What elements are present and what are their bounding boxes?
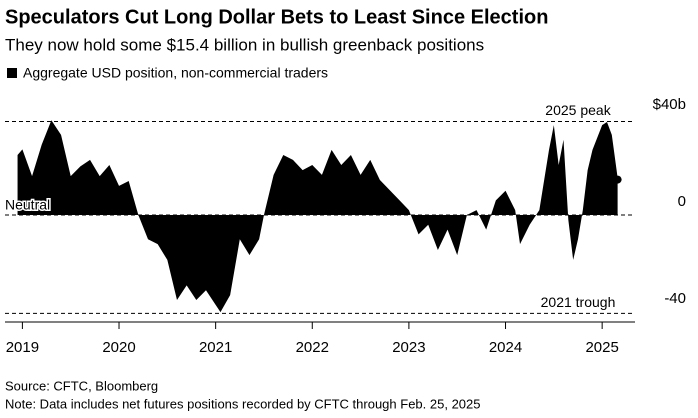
annotation-label: 2021 trough [541, 294, 616, 310]
y-tick-label: -40 [664, 290, 686, 307]
x-tick-label: 2021 [199, 339, 232, 356]
chart-subtitle: They now hold some $15.4 billion in bull… [5, 35, 484, 54]
note: Note: Data includes net futures position… [5, 396, 480, 411]
y-tick-label: $40b [653, 96, 686, 113]
x-tick-label: 2022 [296, 339, 329, 356]
chart-title: Speculators Cut Long Dollar Bets to Leas… [5, 6, 548, 28]
legend-swatch [7, 68, 17, 78]
last-point [613, 175, 622, 184]
annotation-label: 2025 peak [545, 102, 611, 118]
source: Source: CFTC, Bloomberg [5, 378, 158, 393]
x-tick-label: 2020 [102, 339, 135, 356]
neutral-label: Neutral [5, 197, 50, 213]
x-tick-label: 2019 [6, 339, 39, 356]
legend-label: Aggregate USD position, non-commercial t… [23, 65, 328, 81]
area [17, 120, 618, 313]
x-tick-label: 2023 [392, 339, 425, 356]
y-tick-label: 0 [678, 193, 686, 210]
x-tick-label: 2024 [489, 339, 522, 356]
x-tick-label: 2025 [585, 339, 618, 356]
